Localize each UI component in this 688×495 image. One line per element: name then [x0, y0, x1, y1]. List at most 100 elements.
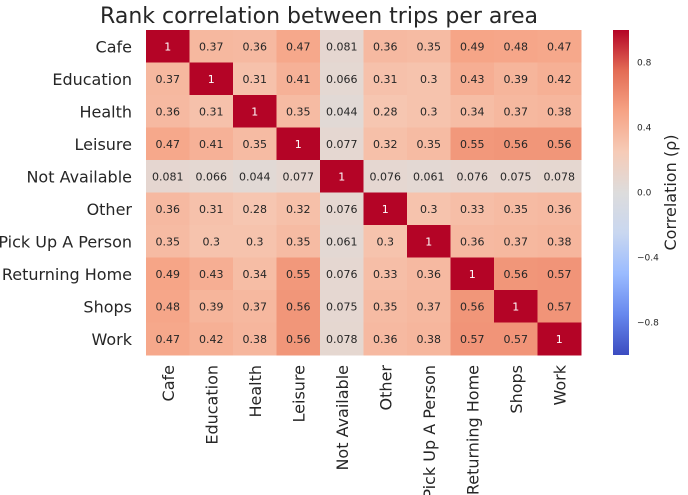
heatmap-cell: [276, 62, 321, 96]
heatmap-cell: [233, 62, 277, 96]
cell-value-label: 0.3: [420, 203, 438, 216]
x-tick-label: Not Available: [333, 365, 352, 471]
heatmap-cell: [494, 322, 538, 356]
cell-value-label: 0.35: [286, 235, 311, 248]
heatmap-cell: [233, 322, 277, 356]
cell-value-label: 1: [338, 170, 345, 183]
cell-value-label: 0.35: [417, 138, 442, 151]
cell-value-label: 0.57: [460, 333, 485, 346]
cell-value-label: 0.41: [199, 138, 224, 151]
cell-value-label: 0.33: [373, 268, 398, 281]
x-tick-label: Other: [376, 365, 395, 411]
cell-value-label: 0.38: [547, 235, 572, 248]
heatmap-cell: [407, 257, 451, 291]
cell-value-label: 0.43: [199, 268, 224, 281]
heatmap-cell: [146, 30, 190, 63]
cell-value-label: 0.37: [504, 105, 529, 118]
y-tick-label: Not Available: [26, 167, 132, 186]
heatmap-cell: [233, 290, 277, 323]
cell-value-label: 0.077: [326, 138, 358, 151]
y-tick-label: Shops: [83, 297, 132, 316]
heatmap-cell: [320, 192, 364, 226]
cell-value-label: 0.32: [286, 203, 311, 216]
cell-value-label: 0.34: [243, 268, 268, 281]
cell-value-label: 0.42: [547, 73, 572, 86]
heatmap-cell: [363, 127, 408, 161]
cell-value-label: 0.31: [199, 105, 224, 118]
heatmap-cell: [407, 62, 451, 96]
heatmap-cell: [537, 30, 582, 63]
heatmap-cell: [407, 30, 451, 63]
cell-value-label: 0.36: [243, 40, 268, 53]
colorbar-tick-label: 0.0: [637, 189, 652, 199]
cell-value-label: 0.47: [286, 40, 311, 53]
heatmap-cell: [233, 95, 277, 128]
cell-value-label: 0.28: [243, 203, 268, 216]
heatmap-cell: [320, 62, 364, 96]
cell-value-label: 0.47: [156, 333, 181, 346]
heatmap-cell: [320, 95, 364, 128]
heatmap-cell: [537, 160, 582, 193]
heatmap-cell: [537, 257, 582, 291]
cell-value-label: 0.41: [286, 73, 311, 86]
heatmap-cell: [320, 30, 364, 63]
heatmap-cell: [276, 322, 321, 356]
heatmap-cell: [233, 192, 277, 226]
cell-value-label: 0.066: [326, 73, 358, 86]
heatmap-cell: [363, 95, 408, 128]
x-tick-label: Leisure: [289, 365, 308, 422]
heatmap-cell: [494, 257, 538, 291]
colorbar-tick-label: 0.8: [637, 59, 652, 69]
heatmap-cells: 1 0.37 0.36 0.47 0.081 0.36 0.35 0.49 0.48 0.47 0.…: [146, 30, 582, 356]
cell-value-label: 0.38: [243, 333, 268, 346]
heatmap-cell: [537, 192, 582, 226]
cell-value-label: 0.3: [420, 105, 438, 118]
cell-value-label: 1: [512, 300, 519, 313]
heatmap-cell: [320, 127, 364, 161]
cell-value-label: 0.36: [460, 235, 485, 248]
heatmap-cell: [450, 322, 495, 356]
heatmap-cell: [450, 290, 495, 323]
cell-value-label: 0.56: [504, 268, 529, 281]
heatmap-cell: [146, 322, 190, 356]
heatmap-cell: [146, 160, 190, 193]
heatmap-cell: [146, 95, 190, 128]
heatmap-cell: [189, 225, 234, 258]
heatmap-cell: [494, 127, 538, 161]
colorbar-tick-label: −0.4: [637, 254, 659, 264]
heatmap-cell: [146, 62, 190, 96]
cell-value-label: 0.3: [377, 235, 395, 248]
heatmap-cell: [320, 257, 364, 291]
cell-value-label: 0.044: [326, 105, 358, 118]
cell-value-label: 0.57: [547, 300, 572, 313]
cell-value-label: 0.076: [326, 268, 358, 281]
cell-value-label: 0.37: [417, 300, 442, 313]
heatmap-cell: [146, 192, 190, 226]
heatmap-cell: [363, 322, 408, 356]
cell-value-label: 0.076: [457, 170, 489, 183]
heatmap-cell: [189, 322, 234, 356]
cell-value-label: 0.42: [199, 333, 224, 346]
cell-value-label: 1: [295, 138, 302, 151]
heatmap-cell: [233, 30, 277, 63]
y-tick-label: Cafe: [96, 37, 132, 56]
y-tick-label: Pick Up A Person: [0, 232, 132, 251]
cell-value-label: 0.33: [460, 203, 485, 216]
heatmap-cell: [276, 127, 321, 161]
heatmap-cell: [450, 225, 495, 258]
heatmap-cell: [189, 160, 234, 193]
y-tick-label: Health: [79, 102, 132, 121]
x-tick-label: Health: [246, 365, 265, 418]
cell-value-label: 0.39: [199, 300, 224, 313]
heatmap-cell: [233, 127, 277, 161]
heatmap-cell: [537, 322, 582, 356]
cell-value-label: 0.38: [417, 333, 442, 346]
y-tick-labels: Cafe Education Health Leisure Not Available O…: [0, 37, 133, 349]
x-tick-label: Returning Home: [463, 365, 482, 495]
cell-value-label: 0.3: [420, 73, 438, 86]
heatmap-cell: [363, 62, 408, 96]
heatmap-cell: [450, 192, 495, 226]
x-tick-label: Education: [202, 365, 221, 445]
heatmap-cell: [494, 160, 538, 193]
